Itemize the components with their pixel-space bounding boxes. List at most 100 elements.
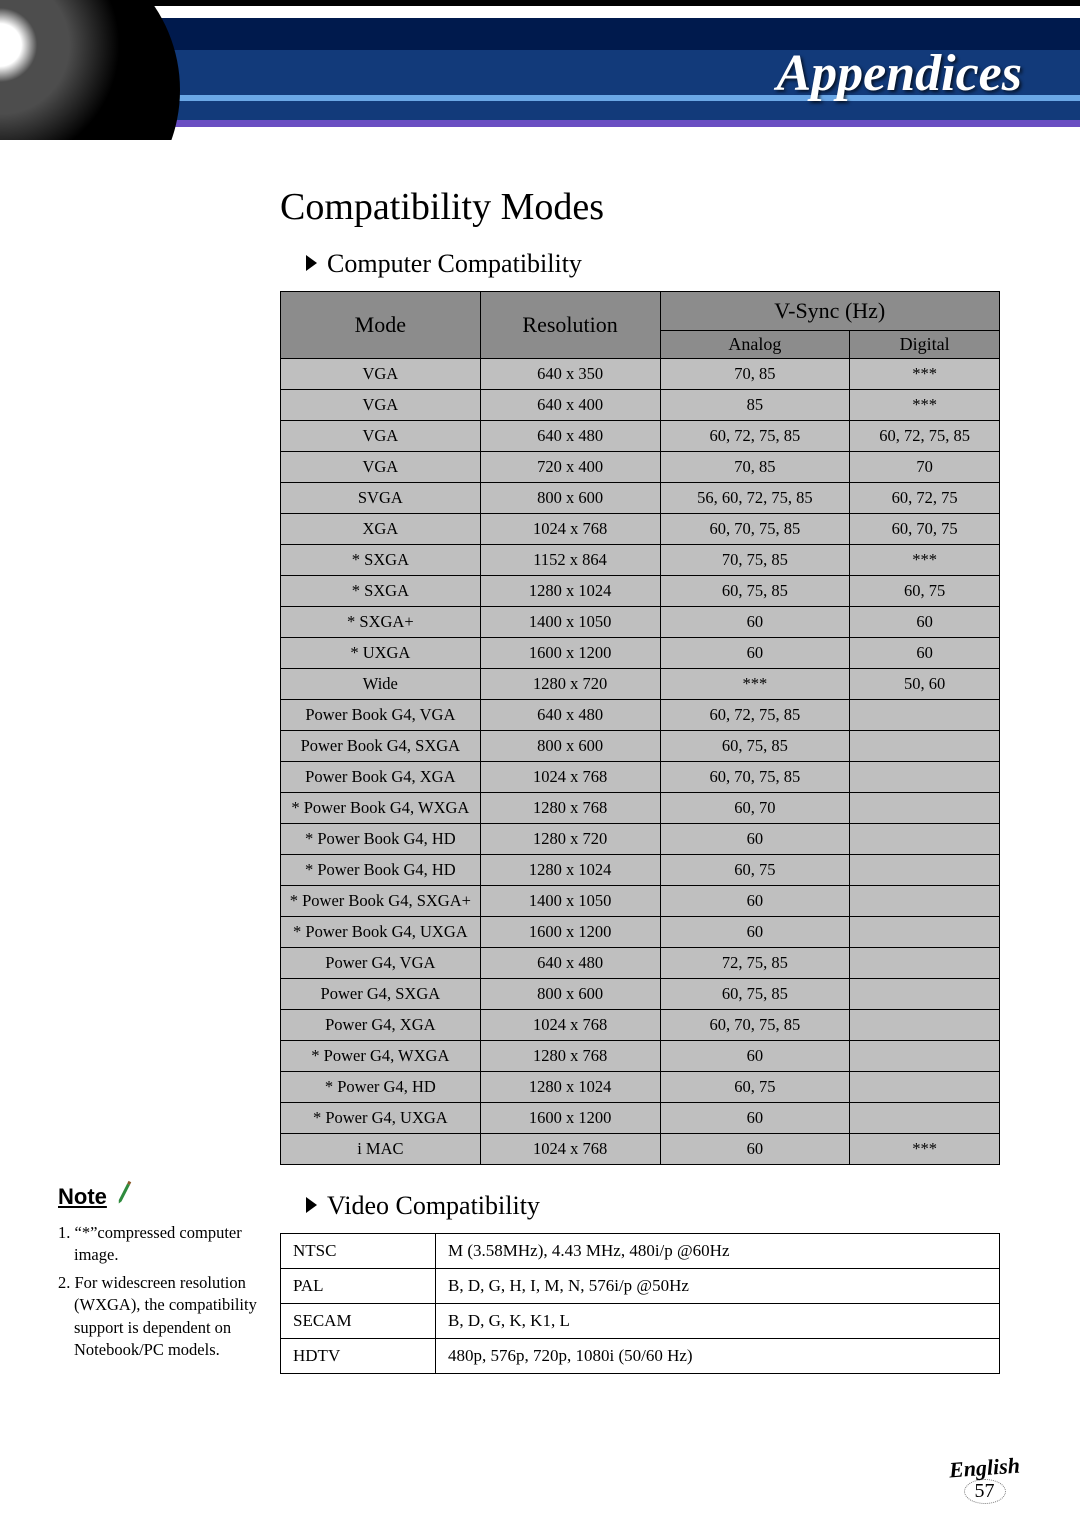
table-cell: SVGA — [281, 483, 481, 514]
table-cell: 60 — [660, 607, 850, 638]
table-cell: 60, 70, 75, 85 — [660, 514, 850, 545]
table-cell: 1280 x 1024 — [480, 855, 660, 886]
note-item: 2. For widescreen resolution (WXGA), the… — [58, 1272, 258, 1361]
table-cell: 1280 x 1024 — [480, 1072, 660, 1103]
table-row: Wide1280 x 720***50, 60 — [281, 669, 1000, 700]
table-row: * SXGA+1400 x 10506060 — [281, 607, 1000, 638]
table-cell — [850, 793, 1000, 824]
content: Compatibility Modes Computer Compatibili… — [280, 185, 1000, 1374]
table-cell — [850, 700, 1000, 731]
table-cell: *** — [660, 669, 850, 700]
lens-graphic — [0, 0, 180, 140]
table-cell-value: M (3.58MHz), 4.43 MHz, 480i/p @60Hz — [436, 1234, 1000, 1269]
table-cell: 1600 x 1200 — [480, 1103, 660, 1134]
table-row: * Power G4, UXGA1600 x 120060 — [281, 1103, 1000, 1134]
sidenote: Note 1. “*”compressed computer image. 2. … — [58, 1178, 258, 1367]
pencil-icon — [109, 1175, 144, 1214]
header-stripe — [0, 0, 1080, 6]
table-row: HDTV480p, 576p, 720p, 1080i (50/60 Hz) — [281, 1339, 1000, 1374]
table-cell: * Power Book G4, SXGA+ — [281, 886, 481, 917]
table-cell: * UXGA — [281, 638, 481, 669]
table-cell: 60 — [660, 638, 850, 669]
table-cell: 640 x 480 — [480, 700, 660, 731]
table-cell — [850, 1010, 1000, 1041]
table-cell: 70 — [850, 452, 1000, 483]
table-cell: * Power G4, WXGA — [281, 1041, 481, 1072]
footer-language: English — [948, 1453, 1021, 1484]
table-cell: 60 — [660, 1041, 850, 1072]
table-cell: * Power Book G4, HD — [281, 855, 481, 886]
table-cell: XGA — [281, 514, 481, 545]
table-cell: 60 — [850, 607, 1000, 638]
th-vsync: V-Sync (Hz) — [660, 292, 1000, 331]
table-row: PALB, D, G, H, I, M, N, 576i/p @50Hz — [281, 1269, 1000, 1304]
triangle-icon — [306, 1197, 317, 1213]
table-cell: 1280 x 768 — [480, 1041, 660, 1072]
footer-page-number: 57 — [964, 1479, 1006, 1504]
table-cell: 720 x 400 — [480, 452, 660, 483]
header-banner: Appendices — [0, 0, 1080, 140]
table-cell: 1600 x 1200 — [480, 638, 660, 669]
table-cell: 1280 x 768 — [480, 793, 660, 824]
table-cell: 56, 60, 72, 75, 85 — [660, 483, 850, 514]
table-cell — [850, 1103, 1000, 1134]
table-row: Power Book G4, XGA1024 x 76860, 70, 75, … — [281, 762, 1000, 793]
table-cell: 640 x 350 — [480, 359, 660, 390]
table-row: NTSCM (3.58MHz), 4.43 MHz, 480i/p @60Hz — [281, 1234, 1000, 1269]
table-cell: 60 — [660, 824, 850, 855]
table-cell — [850, 979, 1000, 1010]
table-cell: * SXGA+ — [281, 607, 481, 638]
table-cell: 1400 x 1050 — [480, 607, 660, 638]
table-cell: VGA — [281, 452, 481, 483]
table-cell: Power G4, SXGA — [281, 979, 481, 1010]
table-cell — [850, 948, 1000, 979]
table-cell: 85 — [660, 390, 850, 421]
table-cell: 1280 x 720 — [480, 824, 660, 855]
page: Appendices Compatibility Modes Computer … — [0, 0, 1080, 1532]
table-cell: 60, 70, 75 — [850, 514, 1000, 545]
table-cell: 60, 75 — [850, 576, 1000, 607]
subheading-computer: Computer Compatibility — [306, 249, 1000, 279]
table-cell: * Power G4, HD — [281, 1072, 481, 1103]
table-cell: 60 — [850, 638, 1000, 669]
table-cell: * SXGA — [281, 576, 481, 607]
table-cell: *** — [850, 359, 1000, 390]
table-cell: 60 — [660, 886, 850, 917]
table-cell: 640 x 400 — [480, 390, 660, 421]
section-title: Appendices — [776, 44, 1022, 103]
table-row: * Power G4, WXGA1280 x 76860 — [281, 1041, 1000, 1072]
note-heading: Note — [58, 1178, 258, 1212]
note-item: 1. “*”compressed computer image. — [58, 1222, 258, 1267]
table-cell: 60, 75, 85 — [660, 576, 850, 607]
table-cell: 72, 75, 85 — [660, 948, 850, 979]
table-row: VGA640 x 40085*** — [281, 390, 1000, 421]
triangle-icon — [306, 255, 317, 271]
table-cell: 800 x 600 — [480, 979, 660, 1010]
table-row: * Power Book G4, SXGA+1400 x 105060 — [281, 886, 1000, 917]
table-cell: 60, 70, 75, 85 — [660, 1010, 850, 1041]
table-cell — [850, 917, 1000, 948]
table-row: * SXGA1280 x 102460, 75, 8560, 75 — [281, 576, 1000, 607]
table-cell-key: HDTV — [281, 1339, 436, 1374]
table-cell: Wide — [281, 669, 481, 700]
table-cell: 640 x 480 — [480, 421, 660, 452]
video-compat-table: NTSCM (3.58MHz), 4.43 MHz, 480i/p @60HzP… — [280, 1233, 1000, 1374]
page-title: Compatibility Modes — [280, 185, 1000, 229]
table-row: SECAMB, D, G, K, K1, L — [281, 1304, 1000, 1339]
table-row: Power G4, VGA640 x 48072, 75, 85 — [281, 948, 1000, 979]
table-cell: *** — [850, 1134, 1000, 1165]
table-row: VGA640 x 35070, 85*** — [281, 359, 1000, 390]
table-cell — [850, 855, 1000, 886]
subheading-computer-text: Computer Compatibility — [327, 249, 582, 278]
table-row: Power G4, SXGA800 x 60060, 75, 85 — [281, 979, 1000, 1010]
table-cell: 60, 72, 75 — [850, 483, 1000, 514]
table-row: i MAC1024 x 76860*** — [281, 1134, 1000, 1165]
table-cell: 1600 x 1200 — [480, 917, 660, 948]
th-mode: Mode — [281, 292, 481, 359]
table-row: * UXGA1600 x 12006060 — [281, 638, 1000, 669]
table-cell: 1024 x 768 — [480, 1010, 660, 1041]
table-cell: 60 — [660, 917, 850, 948]
table-cell: Power Book G4, XGA — [281, 762, 481, 793]
table-cell: *** — [850, 390, 1000, 421]
table-cell: 60, 72, 75, 85 — [850, 421, 1000, 452]
